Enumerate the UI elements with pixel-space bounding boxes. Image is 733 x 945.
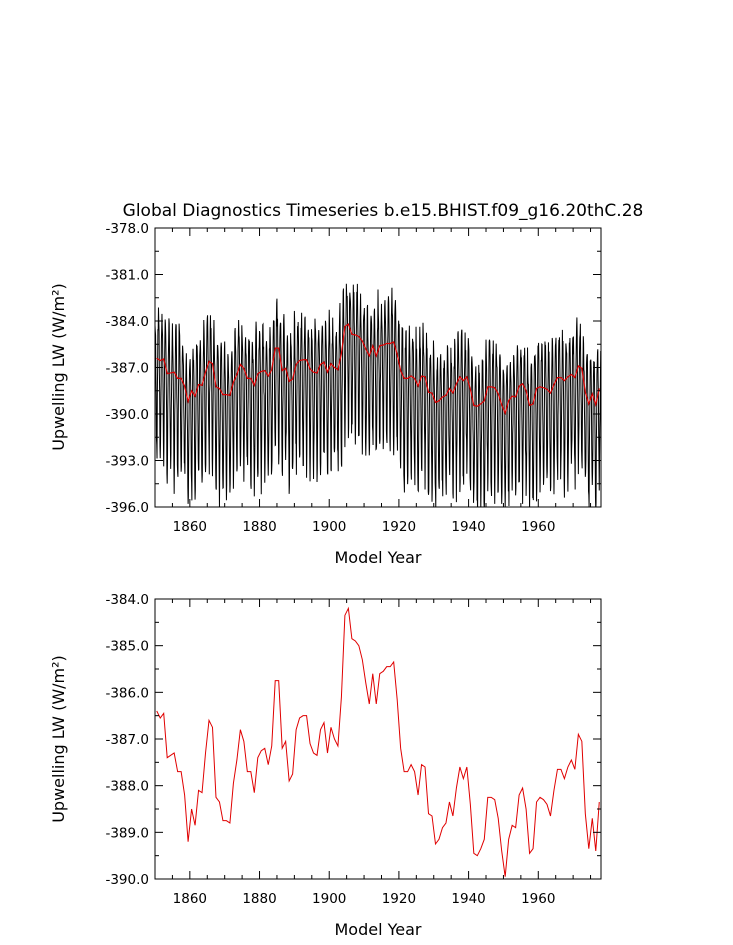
top-y-axis-label: Upwelling LW (W/m²) bbox=[49, 283, 68, 451]
y-tick-label: -384.0 bbox=[105, 314, 149, 330]
x-tick-label: 1960 bbox=[521, 891, 555, 907]
y-tick-label: -386.0 bbox=[105, 685, 149, 701]
monthly-series-line bbox=[155, 283, 601, 507]
x-tick-label: 1880 bbox=[242, 891, 276, 907]
y-tick-label: -390.0 bbox=[105, 407, 149, 423]
x-tick-label: 1940 bbox=[451, 891, 485, 907]
top-panel-y-tick-labels: -378.0 -381.0 -384.0 -387.0 -390.0 -393.… bbox=[105, 221, 149, 516]
top-panel: -378.0 -381.0 -384.0 -387.0 -390.0 -393.… bbox=[49, 221, 602, 567]
y-tick-label: -385.0 bbox=[105, 639, 149, 655]
top-x-axis-label: Model Year bbox=[335, 548, 422, 567]
x-tick-label: 1860 bbox=[173, 519, 207, 535]
x-tick-label: 1860 bbox=[173, 891, 207, 907]
x-tick-label: 1900 bbox=[312, 519, 346, 535]
x-tick-label: 1880 bbox=[242, 519, 276, 535]
x-tick-label: 1940 bbox=[451, 519, 485, 535]
bottom-x-axis-label: Model Year bbox=[335, 920, 422, 939]
top-panel-ticks bbox=[155, 227, 601, 508]
bottom-panel: -384.0 -385.0 -386.0 -387.0 -388.0 -389.… bbox=[49, 592, 602, 939]
y-tick-label: -390.0 bbox=[105, 872, 149, 888]
y-tick-label: -396.0 bbox=[105, 500, 149, 516]
y-tick-label: -381.0 bbox=[105, 268, 149, 284]
y-tick-label: -378.0 bbox=[105, 221, 149, 237]
y-tick-label: -387.0 bbox=[105, 732, 149, 748]
bottom-panel-y-tick-labels: -384.0 -385.0 -386.0 -387.0 -388.0 -389.… bbox=[105, 592, 149, 888]
bottom-panel-x-tick-labels: 1860 1880 1900 1920 1940 1960 bbox=[173, 891, 556, 907]
y-tick-label: -384.0 bbox=[105, 592, 149, 608]
top-panel-x-tick-labels: 1860 1880 1900 1920 1940 1960 bbox=[173, 519, 556, 535]
y-tick-label: -388.0 bbox=[105, 779, 149, 795]
x-tick-label: 1900 bbox=[312, 891, 346, 907]
chart-title: Global Diagnostics Timeseries b.e15.BHIS… bbox=[123, 201, 644, 221]
top-panel-series bbox=[155, 283, 601, 507]
y-tick-label: -389.0 bbox=[105, 825, 149, 841]
bottom-panel-ticks bbox=[155, 598, 601, 880]
bottom-panel-series bbox=[156, 606, 600, 877]
x-tick-label: 1960 bbox=[521, 519, 555, 535]
x-tick-label: 1920 bbox=[382, 519, 416, 535]
x-tick-label: 1920 bbox=[382, 891, 416, 907]
annual-mean-series-line bbox=[156, 323, 600, 416]
y-tick-label: -387.0 bbox=[105, 361, 149, 377]
annual-mean-series-line bbox=[156, 606, 600, 877]
y-tick-label: -393.0 bbox=[105, 454, 149, 470]
bottom-y-axis-label: Upwelling LW (W/m²) bbox=[49, 655, 68, 823]
